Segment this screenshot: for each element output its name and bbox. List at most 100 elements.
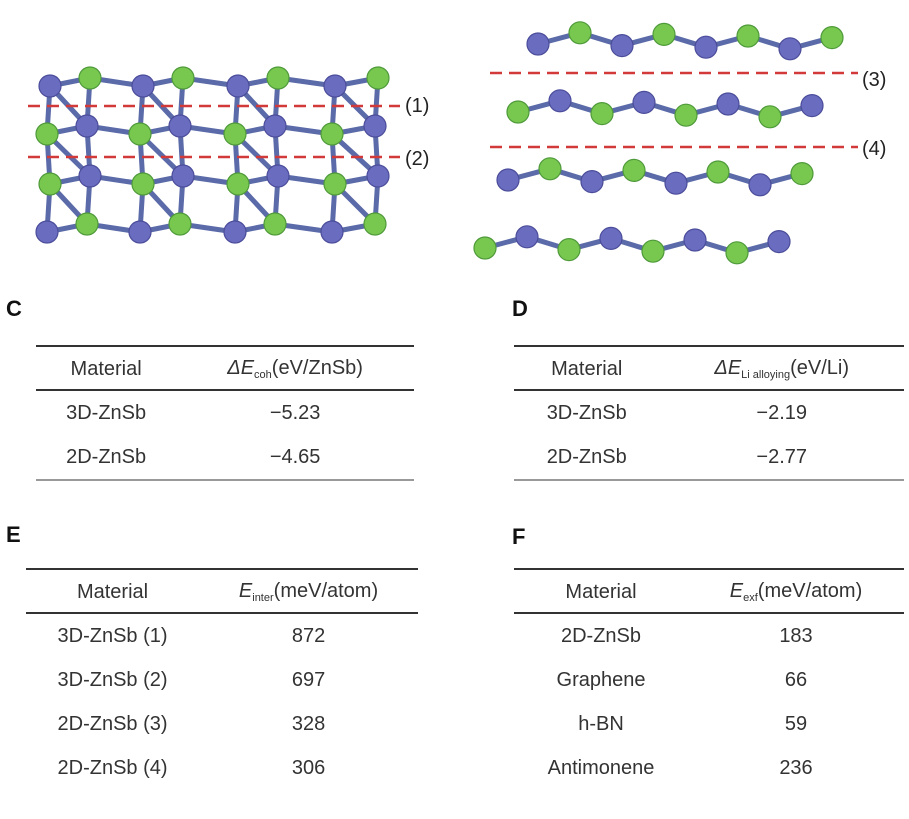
sb-atom [568,21,592,45]
sb-atom [263,212,287,236]
col-material: Material [551,357,623,380]
zn-atom [35,220,59,244]
table-row: 2D-ZnSb (3) 328 [57,713,326,735]
cut-label-1: (1) [405,95,429,117]
sb-atom [78,66,102,90]
bulk-znsb-structure: (1) (2) [28,66,429,244]
sb-atom [171,66,195,90]
cut-label-4: (4) [862,138,886,160]
zn-atom [171,164,195,188]
zn-atom [632,90,656,115]
zn-atom [515,225,539,249]
zn-atom [716,92,740,116]
zn-atom [38,74,62,98]
bulk-bonds [44,75,381,235]
layer-bonds [482,30,835,256]
panel-e-table: Material Einter(meV/atom) 3D-ZnSb (1) 87… [26,568,418,790]
zn-atom [580,170,604,194]
col-material: Material [70,357,142,380]
sb-atom [736,24,760,48]
table-row: 2D-ZnSb 183 [514,613,904,658]
table-row: Antimonene 236 [547,757,813,779]
table-row: 3D-ZnSb (2) 697 [57,669,326,691]
zn-atom [767,230,791,254]
sb-atom [652,22,676,47]
zn-atom [664,171,688,195]
zn-atom [266,164,290,188]
cut-label-3: (3) [862,69,886,91]
layer-atoms [473,21,844,265]
sb-atom [473,236,497,260]
col-li-alloying-energy: ΔELi alloying(eV/Li) [714,357,849,381]
sb-atom [266,66,290,90]
table-row: h-BN 59 [578,713,808,735]
panel-label-e: E [6,522,21,547]
sb-atom [131,172,155,196]
panel-label-c: C [6,296,22,321]
sb-atom [506,100,530,124]
col-exfoliation-energy: Eexf(meV/atom) [729,580,863,604]
sb-atom [168,212,192,236]
sb-atom [323,172,347,196]
table-row: 3D-ZnSb −5.23 [36,390,414,435]
sb-atom [38,172,62,196]
sb-atom [128,122,152,146]
sb-atom [674,103,698,127]
zn-atom [223,220,247,244]
zn-atom [683,228,707,252]
zn-atom [363,114,387,138]
zn-atom [548,89,572,113]
sb-atom [622,158,646,182]
sb-atom [538,157,562,181]
zn-atom [496,168,520,192]
table-row: 3D-ZnSb (1) 872 [26,613,418,658]
sb-atom [366,66,390,90]
zn-atom [128,220,152,244]
panel-c-table: Material ΔEcoh(eV/ZnSb) 3D-ZnSb −5.23 2D… [36,345,414,481]
sb-atom [557,238,581,262]
sb-atom [226,172,250,196]
table-row: 2D-ZnSb −2.77 [514,435,904,480]
sb-atom [758,105,782,129]
sb-atom [641,239,665,263]
zn-atom [263,114,287,138]
sb-atom [706,160,730,184]
zn-atom [168,114,192,138]
col-material: Material [76,580,149,603]
zn-atom [694,35,718,59]
zn-atom [366,164,390,188]
zn-atom [526,32,550,56]
panel-f-table: Material Eexf(meV/atom) 2D-ZnSb 183 Grap… [514,568,904,790]
sb-atom [363,212,387,236]
zn-atom [320,220,344,244]
zn-atom [75,114,99,138]
sb-atom [75,212,99,236]
table-row: Graphene 66 [556,669,808,691]
col-material: Material [565,580,637,603]
panel-d-table: Material ΔELi alloying(eV/Li) 3D-ZnSb −2… [514,345,904,481]
zn-atom [610,33,634,58]
layered-znsb-structure: (3) (4) [473,21,886,265]
zn-atom [599,226,623,250]
zn-atom [226,74,250,98]
sb-atom [590,101,614,126]
zn-atom [778,37,802,61]
sb-atom [223,122,247,146]
layer-cleavage-lines [490,71,858,149]
bulk-cleavage-lines [28,104,400,159]
zn-atom [131,74,155,98]
sb-atom [320,122,344,146]
panel-label-f: F [512,524,526,549]
zn-atom [748,173,772,197]
sb-atom [790,162,814,186]
zn-atom [323,74,347,98]
zn-atom [800,93,824,118]
col-interlayer-energy: Einter(meV/atom) [238,580,379,604]
table-row: 2D-ZnSb −4.65 [36,435,414,480]
col-cohesive-energy: ΔEcoh(eV/ZnSb) [227,357,363,381]
zn-atom [78,164,102,188]
table-row: 2D-ZnSb (4) 306 [57,757,326,779]
sb-atom [35,122,59,146]
table-row: 3D-ZnSb −2.19 [514,390,904,435]
sb-atom [820,25,844,50]
